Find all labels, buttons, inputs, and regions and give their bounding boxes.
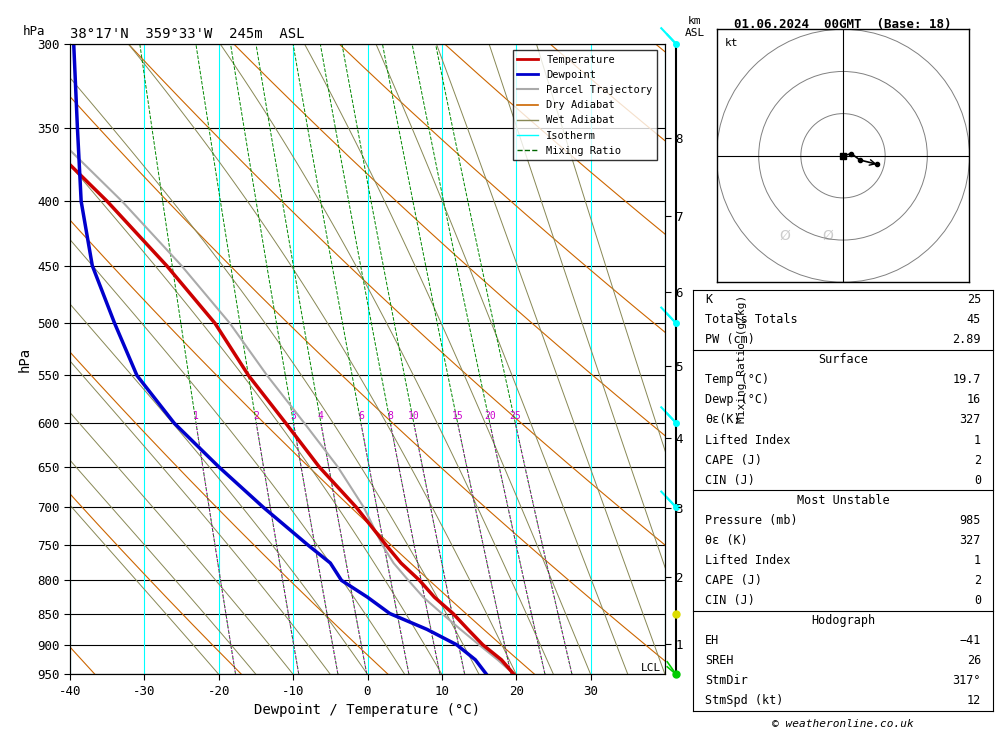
Text: StmDir: StmDir xyxy=(705,674,748,688)
Text: kt: kt xyxy=(725,38,738,48)
Text: 8: 8 xyxy=(387,410,393,421)
Legend: Temperature, Dewpoint, Parcel Trajectory, Dry Adiabat, Wet Adiabat, Isotherm, Mi: Temperature, Dewpoint, Parcel Trajectory… xyxy=(513,51,657,160)
Text: 0: 0 xyxy=(974,474,981,487)
Text: km
ASL: km ASL xyxy=(685,16,705,37)
Text: Temp (°C): Temp (°C) xyxy=(705,373,769,386)
Text: K: K xyxy=(705,293,712,306)
Text: Ø: Ø xyxy=(822,229,833,243)
Text: Ø: Ø xyxy=(780,229,791,243)
Text: PW (cm): PW (cm) xyxy=(705,334,755,346)
Text: 3: 3 xyxy=(291,410,296,421)
Text: hPa: hPa xyxy=(22,25,45,37)
Text: 327: 327 xyxy=(960,534,981,547)
Text: 25: 25 xyxy=(967,293,981,306)
Text: Dewp (°C): Dewp (°C) xyxy=(705,394,769,406)
Text: 12: 12 xyxy=(967,694,981,707)
Text: 0: 0 xyxy=(974,594,981,607)
Text: 2: 2 xyxy=(253,410,259,421)
Text: Mixing Ratio (g/kg): Mixing Ratio (g/kg) xyxy=(737,295,747,423)
Text: CAPE (J): CAPE (J) xyxy=(705,454,762,467)
Text: θε (K): θε (K) xyxy=(705,534,748,547)
Y-axis label: hPa: hPa xyxy=(18,347,32,372)
Text: 327: 327 xyxy=(960,413,981,427)
Text: 4: 4 xyxy=(318,410,324,421)
Text: StmSpd (kt): StmSpd (kt) xyxy=(705,694,783,707)
Text: © weatheronline.co.uk: © weatheronline.co.uk xyxy=(772,719,914,729)
Text: 01.06.2024  00GMT  (Base: 18): 01.06.2024 00GMT (Base: 18) xyxy=(734,18,952,32)
Text: 1: 1 xyxy=(193,410,199,421)
Text: 317°: 317° xyxy=(952,674,981,688)
Text: CIN (J): CIN (J) xyxy=(705,474,755,487)
Text: Hodograph: Hodograph xyxy=(811,614,875,627)
Text: CAPE (J): CAPE (J) xyxy=(705,574,762,587)
Text: SREH: SREH xyxy=(705,655,734,667)
X-axis label: Dewpoint / Temperature (°C): Dewpoint / Temperature (°C) xyxy=(254,704,481,718)
Text: 2: 2 xyxy=(974,574,981,587)
Text: 16: 16 xyxy=(967,394,981,406)
Text: EH: EH xyxy=(705,634,719,647)
Text: 15: 15 xyxy=(452,410,464,421)
Text: 20: 20 xyxy=(484,410,496,421)
Text: Pressure (mb): Pressure (mb) xyxy=(705,514,798,527)
Text: Most Unstable: Most Unstable xyxy=(797,494,889,507)
Text: Surface: Surface xyxy=(818,353,868,366)
Text: 26: 26 xyxy=(967,655,981,667)
Text: θε(K): θε(K) xyxy=(705,413,741,427)
Text: 25: 25 xyxy=(509,410,521,421)
Text: Lifted Index: Lifted Index xyxy=(705,433,790,446)
Text: CIN (J): CIN (J) xyxy=(705,594,755,607)
Text: 2.89: 2.89 xyxy=(952,334,981,346)
Text: 45: 45 xyxy=(967,313,981,326)
Text: 10: 10 xyxy=(408,410,420,421)
Text: 2: 2 xyxy=(974,454,981,467)
Text: 985: 985 xyxy=(960,514,981,527)
Text: 19.7: 19.7 xyxy=(952,373,981,386)
Text: LCL: LCL xyxy=(641,663,661,673)
Text: Lifted Index: Lifted Index xyxy=(705,554,790,567)
Text: 1: 1 xyxy=(974,433,981,446)
Text: 6: 6 xyxy=(358,410,364,421)
Text: 38°17'N  359°33'W  245m  ASL: 38°17'N 359°33'W 245m ASL xyxy=(70,27,304,42)
Text: −41: −41 xyxy=(960,634,981,647)
Text: Totals Totals: Totals Totals xyxy=(705,313,798,326)
Text: 1: 1 xyxy=(974,554,981,567)
